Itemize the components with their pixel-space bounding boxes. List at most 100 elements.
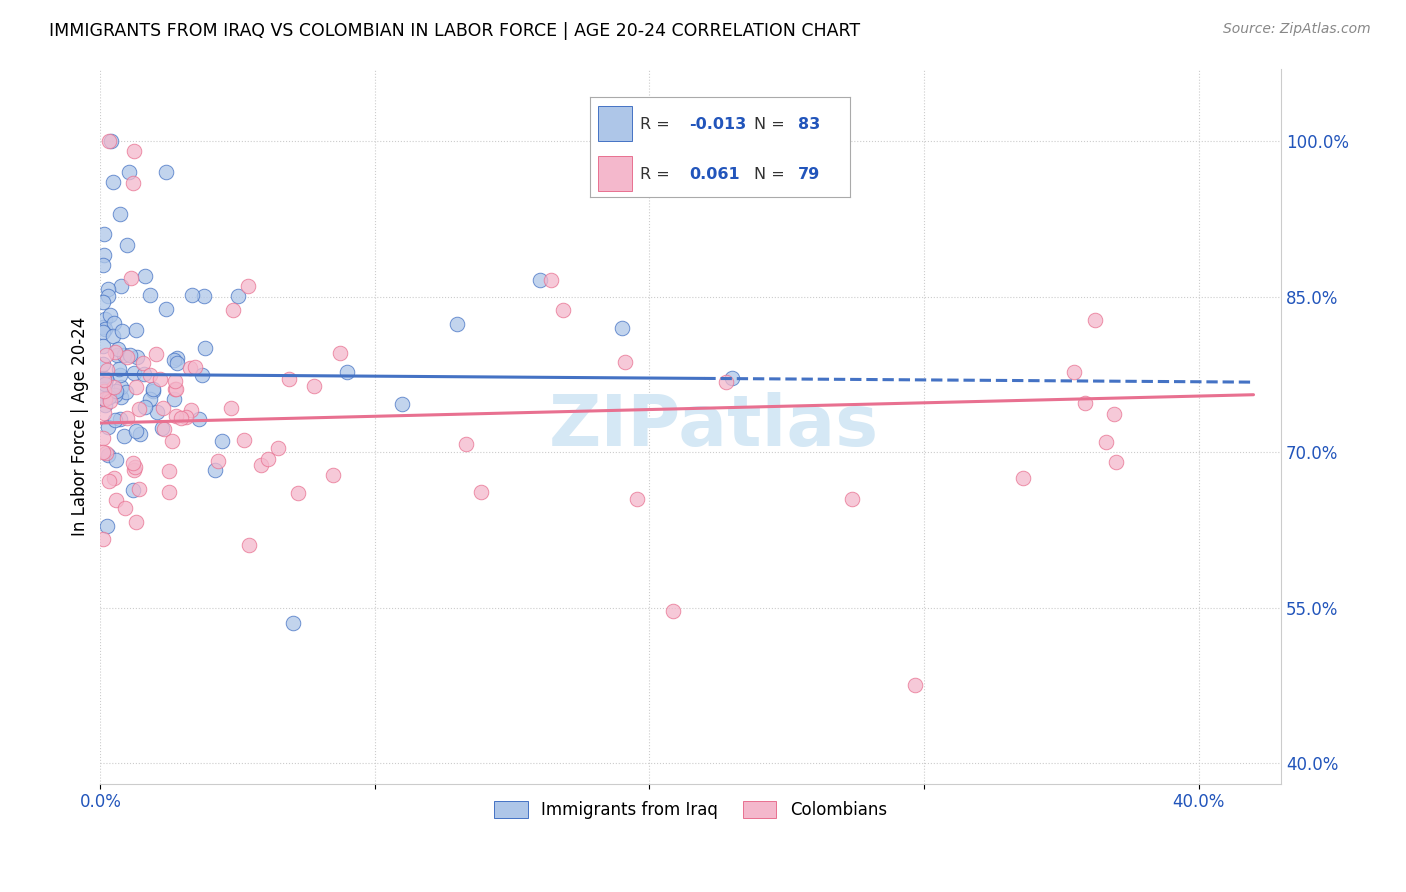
Point bbox=[93, 373, 115, 387]
Point bbox=[446, 317, 468, 331]
Point bbox=[97, 282, 120, 296]
Point bbox=[122, 483, 145, 497]
Point bbox=[179, 360, 201, 375]
Point bbox=[211, 434, 233, 448]
Point bbox=[1094, 435, 1116, 450]
Point bbox=[187, 412, 209, 426]
Point bbox=[91, 339, 114, 353]
Point bbox=[159, 485, 181, 500]
Point bbox=[93, 248, 115, 262]
Point bbox=[841, 492, 863, 507]
Point bbox=[96, 362, 118, 376]
Text: IMMIGRANTS FROM IRAQ VS COLOMBIAN IN LABOR FORCE | AGE 20-24 CORRELATION CHART: IMMIGRANTS FROM IRAQ VS COLOMBIAN IN LAB… bbox=[49, 22, 860, 40]
Point bbox=[454, 437, 477, 451]
Point bbox=[160, 434, 183, 448]
Point bbox=[1073, 395, 1095, 409]
Point bbox=[157, 464, 180, 478]
Point bbox=[110, 279, 132, 293]
Point bbox=[111, 324, 134, 338]
Point bbox=[91, 259, 114, 273]
Point bbox=[166, 351, 188, 365]
Point bbox=[551, 303, 574, 318]
Point bbox=[249, 458, 271, 472]
Point bbox=[94, 322, 117, 336]
Point bbox=[267, 441, 290, 455]
Point bbox=[304, 379, 326, 393]
Point bbox=[238, 538, 260, 552]
Point bbox=[134, 401, 156, 415]
Point bbox=[128, 482, 150, 496]
Point bbox=[256, 452, 278, 467]
Point bbox=[132, 368, 155, 382]
Point bbox=[322, 467, 344, 482]
Point bbox=[714, 376, 737, 390]
Point bbox=[105, 348, 128, 362]
Point bbox=[134, 268, 156, 283]
Point bbox=[145, 347, 167, 361]
Point bbox=[165, 382, 187, 396]
Point bbox=[104, 388, 127, 402]
Point bbox=[236, 279, 259, 293]
Point bbox=[91, 325, 114, 339]
Point bbox=[93, 406, 115, 420]
Point bbox=[142, 383, 165, 397]
Point bbox=[107, 342, 129, 356]
Point bbox=[108, 412, 131, 426]
Point bbox=[108, 361, 131, 376]
Point bbox=[721, 371, 744, 385]
Point bbox=[97, 390, 120, 404]
Point bbox=[613, 355, 636, 369]
Point bbox=[610, 321, 633, 335]
Point bbox=[336, 365, 359, 379]
Point bbox=[110, 379, 132, 393]
Point bbox=[94, 392, 117, 406]
Point bbox=[114, 501, 136, 516]
Point bbox=[97, 289, 120, 303]
Point bbox=[91, 431, 114, 445]
Point bbox=[470, 485, 492, 500]
Point bbox=[207, 454, 229, 468]
Point bbox=[105, 384, 128, 398]
Point bbox=[132, 356, 155, 370]
Point bbox=[110, 368, 132, 383]
Point bbox=[117, 237, 139, 252]
Point bbox=[226, 289, 249, 303]
Point bbox=[91, 357, 114, 371]
Point bbox=[96, 518, 118, 533]
Point bbox=[98, 393, 121, 408]
Point bbox=[139, 368, 162, 382]
Point bbox=[122, 463, 145, 477]
Point bbox=[98, 474, 121, 488]
Point bbox=[281, 616, 304, 631]
Point bbox=[163, 392, 186, 406]
Point bbox=[233, 434, 256, 448]
Point bbox=[329, 346, 352, 360]
Point bbox=[124, 459, 146, 474]
Point bbox=[128, 401, 150, 416]
Point bbox=[94, 398, 117, 412]
Point bbox=[180, 288, 202, 302]
Point bbox=[904, 678, 927, 692]
Point bbox=[139, 392, 162, 407]
Point bbox=[125, 380, 148, 394]
Point bbox=[122, 176, 145, 190]
Point bbox=[128, 426, 150, 441]
Point bbox=[94, 372, 117, 386]
Point bbox=[1084, 313, 1107, 327]
Point bbox=[139, 287, 162, 301]
Point bbox=[91, 319, 114, 334]
Point bbox=[93, 371, 115, 385]
Point bbox=[125, 516, 148, 530]
Point bbox=[112, 348, 135, 362]
Point bbox=[120, 271, 142, 285]
Point bbox=[122, 456, 145, 470]
Point bbox=[1011, 471, 1033, 485]
Point bbox=[94, 348, 117, 362]
Point bbox=[174, 410, 197, 425]
Point bbox=[91, 532, 114, 546]
Point bbox=[97, 448, 120, 462]
Point bbox=[155, 301, 177, 316]
Point bbox=[97, 420, 120, 434]
Point bbox=[103, 380, 125, 394]
Point bbox=[94, 376, 117, 391]
